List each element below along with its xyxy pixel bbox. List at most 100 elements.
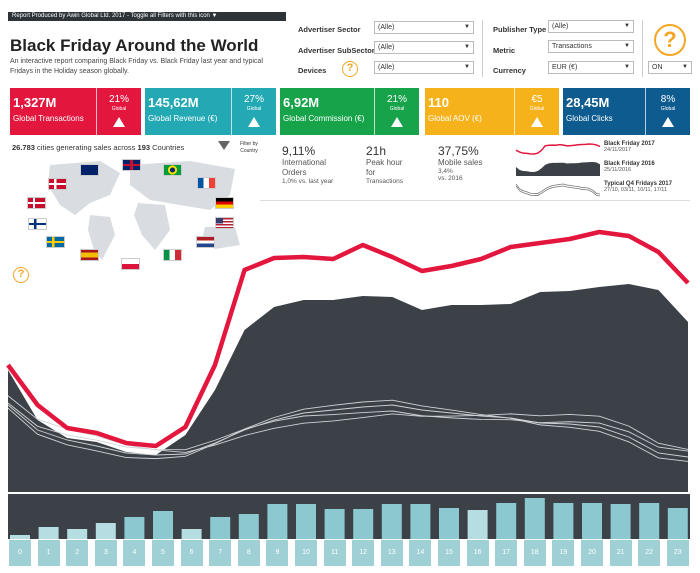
kpi-change-value: 8% [660, 94, 676, 105]
hour-button[interactable]: 8 [237, 540, 260, 566]
filter-by-country-icon[interactable] [218, 141, 230, 150]
flag-brazil-icon[interactable] [163, 164, 182, 176]
stat-note: 3,4% [438, 168, 453, 175]
series-typical-line [7, 399, 689, 462]
legend-title: Black Friday 2016 [604, 161, 655, 167]
flag-sweden-icon[interactable] [46, 236, 65, 248]
currency-select[interactable]: EUR (€) ▼ [548, 61, 634, 74]
flag-usa-icon[interactable] [215, 217, 234, 229]
flag-uk-icon[interactable] [122, 159, 141, 171]
kpi-tile[interactable]: 145,62M Global Revenue (€) 27% Global [145, 88, 276, 135]
hour-button[interactable]: 11 [323, 540, 346, 566]
up-arrow-icon [248, 117, 260, 127]
kpi-value: 6,92M [283, 95, 320, 110]
hour-button[interactable]: 13 [380, 540, 403, 566]
hourly-bar [439, 508, 459, 539]
flag-finland-icon[interactable] [28, 218, 47, 230]
hourly-bar [296, 504, 316, 539]
legend-sparklines [515, 143, 600, 197]
hourly-bar [210, 517, 231, 539]
flag-germany-icon[interactable] [215, 197, 234, 209]
flag-netherlands-icon[interactable] [196, 236, 215, 248]
toggle-filters-notice[interactable]: Report Produced by Awin Global Ltd. 2017… [8, 12, 286, 21]
advertiser-sector-select[interactable]: (Alle) ▼ [374, 21, 474, 34]
up-arrow-icon [113, 117, 125, 127]
devices-help-icon[interactable]: ? [342, 61, 358, 77]
hour-button[interactable]: 4 [123, 540, 146, 566]
hourly-bar [38, 527, 59, 539]
series-bf2017-line [6, 229, 690, 449]
hour-button[interactable]: 2 [66, 540, 89, 566]
advertiser-sector-label: Advertiser Sector [298, 25, 361, 34]
flag-norway-icon[interactable] [48, 178, 67, 190]
hour-button[interactable]: 23 [666, 540, 689, 566]
kpi-scope: Global [389, 106, 405, 112]
up-arrow-icon [391, 117, 403, 127]
flag-australia-icon[interactable] [80, 164, 99, 176]
hour-button[interactable]: 1 [37, 540, 60, 566]
hour-button[interactable]: 15 [438, 540, 460, 566]
chevron-down-icon: ▼ [624, 43, 630, 49]
hour-button[interactable]: 12 [352, 540, 375, 566]
toggle-select[interactable]: ON ▼ [648, 61, 692, 74]
hour-button[interactable]: 22 [638, 540, 661, 566]
hour-button[interactable]: 7 [209, 540, 232, 566]
advertiser-subsector-value: (Alle) [378, 44, 395, 51]
publisher-type-value: (Alle) [552, 23, 569, 30]
kpi-tile[interactable]: 6,92M Global Commission (€) 21% Global [280, 88, 419, 135]
legend-title: Typical Q4 Fridays 2017 [604, 181, 672, 187]
publisher-type-select[interactable]: (Alle) ▼ [548, 20, 634, 33]
advertiser-subsector-label: Advertiser SubSector [298, 46, 375, 55]
hour-button[interactable]: 10 [295, 540, 317, 566]
hour-button[interactable]: 5 [152, 540, 174, 566]
hourly-bar [524, 498, 545, 539]
kpi-value: 1,327M [13, 95, 57, 110]
kpi-change: 8% Global [645, 88, 690, 135]
kpi-tile[interactable]: 110 Global AOV (€) €5 Global [425, 88, 559, 135]
kpi-value: 28,45M [566, 95, 610, 110]
kpi-main: 6,92M Global Commission (€) [280, 88, 374, 135]
kpi-scope: Global [660, 106, 676, 112]
stat-desc: Mobile sales [438, 158, 483, 167]
hourly-bar [353, 509, 374, 539]
legend-item-bf2017: Black Friday 2017 24/11/2017 [604, 141, 655, 153]
metric-label: Metric [493, 46, 516, 55]
legend-date: 24/11/2017 [604, 147, 632, 153]
metric-value: Transactions [552, 43, 592, 50]
kpi-tile[interactable]: 28,45M Global Clicks 8% Global [563, 88, 690, 135]
metric-select[interactable]: Transactions ▼ [548, 40, 634, 53]
kpi-scope: Global [111, 106, 127, 112]
hour-button[interactable]: 14 [409, 540, 432, 566]
hour-button[interactable]: 0 [9, 540, 31, 566]
hour-button[interactable]: 18 [523, 540, 546, 566]
hour-button[interactable]: 21 [609, 540, 632, 566]
kpi-main: 28,45M Global Clicks [563, 88, 645, 135]
hour-button[interactable]: 9 [266, 540, 289, 566]
kpi-tile[interactable]: 1,327M Global Transactions 21% Global [10, 88, 141, 135]
map-help-icon[interactable]: ? [13, 267, 29, 283]
flag-denmark-icon[interactable] [27, 197, 46, 209]
devices-select[interactable]: (Alle) ▼ [374, 61, 474, 74]
legend-item-typical: Typical Q4 Fridays 2017 27/10, 03/11, 10… [604, 181, 672, 193]
hour-button[interactable]: 3 [94, 540, 117, 566]
flag-france-icon[interactable] [197, 177, 216, 189]
hour-button[interactable]: 6 [180, 540, 203, 566]
flag-spain-icon[interactable] [80, 249, 99, 261]
kpi-label: Global Transactions [13, 114, 84, 123]
kpi-label: Global Commission (€) [283, 114, 365, 123]
flag-italy-icon[interactable] [163, 249, 182, 261]
hour-button[interactable]: 17 [495, 540, 518, 566]
hour-button[interactable]: 20 [581, 540, 603, 566]
hour-button[interactable]: 16 [466, 540, 489, 566]
chevron-down-icon: ▼ [464, 64, 470, 70]
chevron-down-icon: ▼ [624, 64, 630, 70]
stat-desc: Peak hour [366, 158, 403, 167]
hour-button[interactable]: 19 [552, 540, 575, 566]
hourly-bar [467, 510, 488, 539]
up-arrow-icon [662, 117, 674, 127]
advertiser-subsector-select[interactable]: (Alle) ▼ [374, 41, 474, 54]
flag-poland-icon[interactable] [121, 258, 140, 270]
hourly-bar [381, 504, 402, 539]
help-icon[interactable]: ? [654, 24, 686, 56]
